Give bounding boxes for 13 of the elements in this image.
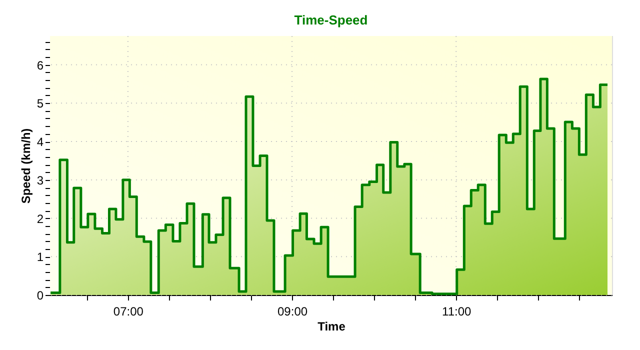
x-tick-label: 09:00 [278,304,308,318]
x-axis-title: Time [318,320,346,334]
y-tick-label: 0 [36,288,44,302]
y-axis-title: Speed (km/h) [18,128,33,204]
x-tick-label: 11:00 [442,304,472,318]
y-tick-label: 1 [36,250,44,264]
y-tick-label: 4 [36,135,44,150]
y-tick-label: 5 [36,96,44,111]
y-tick-label: 6 [36,58,44,72]
y-tick-label: 2 [36,212,44,226]
y-tick-label: 3 [36,173,44,188]
x-tick-label: 07:00 [113,304,144,318]
chart-title: Time-Speed [294,12,368,28]
